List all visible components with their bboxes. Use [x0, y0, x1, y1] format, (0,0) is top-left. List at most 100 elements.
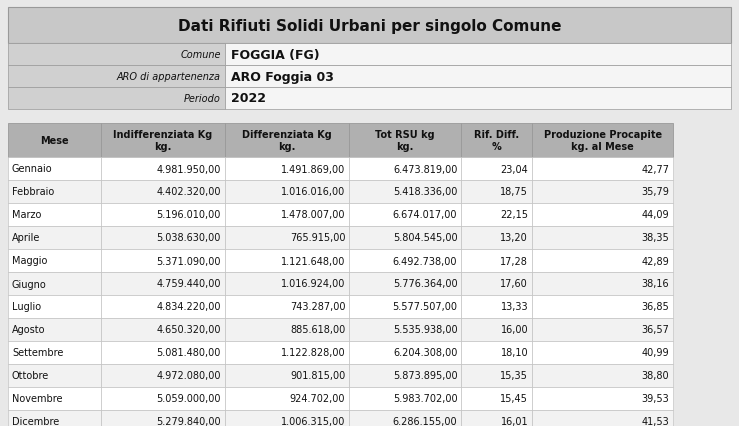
Bar [8, 318, 101, 341]
Text: 5.196.010,00: 5.196.010,00 [157, 210, 221, 220]
Bar [350, 364, 461, 387]
Text: Febbraio: Febbraio [12, 187, 54, 197]
Text: FOGGIA (FG): FOGGIA (FG) [231, 49, 319, 61]
Bar [350, 318, 461, 341]
Text: 13,33: 13,33 [500, 302, 528, 312]
Text: Rif. Diff.: Rif. Diff. [474, 130, 520, 140]
Text: kg.: kg. [397, 142, 414, 152]
Text: 5.804.545,00: 5.804.545,00 [392, 233, 457, 243]
Bar [461, 124, 532, 158]
Bar [101, 124, 225, 158]
Text: 1.478.007,00: 1.478.007,00 [281, 210, 345, 220]
Text: 17,60: 17,60 [500, 279, 528, 289]
Bar [350, 272, 461, 295]
Bar [461, 318, 532, 341]
Text: 42,77: 42,77 [641, 164, 669, 174]
Bar [101, 158, 225, 181]
Bar [350, 204, 461, 227]
Bar [461, 204, 532, 227]
Text: 16,01: 16,01 [500, 417, 528, 426]
Text: 5.081.480,00: 5.081.480,00 [157, 348, 221, 358]
Bar [225, 387, 350, 410]
Text: Gennaio: Gennaio [12, 164, 52, 174]
Bar [225, 88, 731, 110]
Text: 1.016.924,00: 1.016.924,00 [281, 279, 345, 289]
Text: 5.535.938,00: 5.535.938,00 [392, 325, 457, 335]
Bar [461, 249, 532, 272]
Text: 44,09: 44,09 [641, 210, 669, 220]
Text: Aprile: Aprile [12, 233, 41, 243]
Text: 36,57: 36,57 [641, 325, 669, 335]
Text: 15,45: 15,45 [500, 394, 528, 403]
Bar [532, 249, 673, 272]
Bar [225, 341, 350, 364]
Text: 6.286.155,00: 6.286.155,00 [392, 417, 457, 426]
Text: 42,89: 42,89 [641, 256, 669, 266]
Text: 1.121.648,00: 1.121.648,00 [281, 256, 345, 266]
Bar [350, 295, 461, 318]
Bar [101, 272, 225, 295]
Bar [461, 387, 532, 410]
Bar [532, 387, 673, 410]
Text: 5.873.895,00: 5.873.895,00 [392, 371, 457, 380]
Bar [225, 44, 731, 66]
Bar [101, 295, 225, 318]
Text: 15,35: 15,35 [500, 371, 528, 380]
Text: 885.618,00: 885.618,00 [290, 325, 345, 335]
Text: 4.981.950,00: 4.981.950,00 [157, 164, 221, 174]
Bar [101, 249, 225, 272]
Text: Produzione Procapite: Produzione Procapite [544, 130, 661, 140]
Bar [532, 295, 673, 318]
Text: Periodo: Periodo [184, 94, 221, 104]
Bar [532, 318, 673, 341]
Bar [101, 204, 225, 227]
Text: Indifferenziata Kg: Indifferenziata Kg [113, 130, 212, 140]
Bar [101, 410, 225, 426]
Text: 39,53: 39,53 [641, 394, 669, 403]
Text: 23,04: 23,04 [500, 164, 528, 174]
Text: 18,10: 18,10 [500, 348, 528, 358]
Text: 35,79: 35,79 [641, 187, 669, 197]
Bar [101, 181, 225, 204]
Text: 13,20: 13,20 [500, 233, 528, 243]
Bar [225, 158, 350, 181]
Bar [225, 318, 350, 341]
Text: 4.402.320,00: 4.402.320,00 [157, 187, 221, 197]
Text: 18,75: 18,75 [500, 187, 528, 197]
Text: 765.915,00: 765.915,00 [290, 233, 345, 243]
Text: 6.204.308,00: 6.204.308,00 [393, 348, 457, 358]
Bar [225, 181, 350, 204]
Text: 6.674.017,00: 6.674.017,00 [393, 210, 457, 220]
Bar [461, 364, 532, 387]
Text: 41,53: 41,53 [641, 417, 669, 426]
Bar [225, 272, 350, 295]
Bar [532, 124, 673, 158]
Bar [225, 364, 350, 387]
Bar [101, 364, 225, 387]
Text: ARO Foggia 03: ARO Foggia 03 [231, 70, 334, 83]
Bar [8, 387, 101, 410]
Text: 22,15: 22,15 [500, 210, 528, 220]
Text: 6.492.738,00: 6.492.738,00 [393, 256, 457, 266]
Bar [532, 410, 673, 426]
Bar [8, 410, 101, 426]
Text: 16,00: 16,00 [500, 325, 528, 335]
Bar [532, 227, 673, 249]
Bar [532, 158, 673, 181]
Text: 1.491.869,00: 1.491.869,00 [281, 164, 345, 174]
Text: Comune: Comune [180, 50, 221, 60]
Bar [350, 181, 461, 204]
Bar [225, 249, 350, 272]
Bar [461, 410, 532, 426]
Text: kg.: kg. [279, 142, 296, 152]
Text: 38,80: 38,80 [641, 371, 669, 380]
Bar [8, 158, 101, 181]
Bar [101, 318, 225, 341]
Text: Marzo: Marzo [12, 210, 41, 220]
Text: 36,85: 36,85 [641, 302, 669, 312]
Bar [350, 158, 461, 181]
Bar [8, 341, 101, 364]
Text: 38,35: 38,35 [641, 233, 669, 243]
Bar [350, 249, 461, 272]
Text: Differenziata Kg: Differenziata Kg [242, 130, 332, 140]
